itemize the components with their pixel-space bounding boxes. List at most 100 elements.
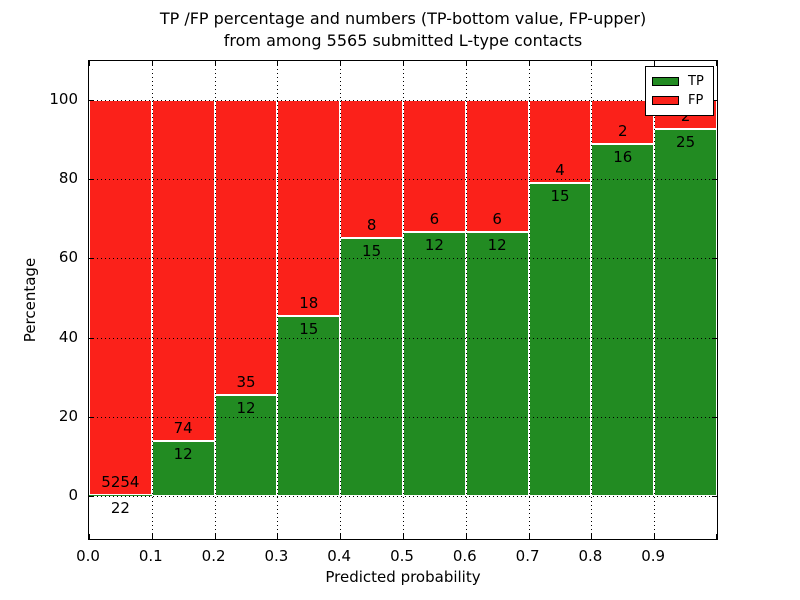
chart-title-line2: from among 5565 submitted L-type contact… <box>223 31 583 50</box>
x-tick-mark <box>340 534 342 539</box>
x-tick-mark <box>277 61 279 66</box>
y-tick-label: 80 <box>58 169 78 188</box>
plot-area: 5254 22 74 12 35 12 18 15 8 15 6 12 6 12 4 15 2 16 2 25 <box>88 60 718 540</box>
bar-segment-fp <box>151 99 215 441</box>
fp-count-label: 35 <box>236 373 256 391</box>
tp-count-label: 15 <box>550 187 570 206</box>
y-tick-label: 0 <box>68 486 78 505</box>
fp-count-label: 2 <box>680 107 691 126</box>
y-tick-mark <box>89 179 94 181</box>
tp-count-label: 12 <box>424 235 444 254</box>
x-tick-mark <box>528 534 530 539</box>
x-tick-mark <box>277 534 279 539</box>
x-tick-label: 0.2 <box>201 547 226 565</box>
y-tick-label: 100 <box>49 89 78 108</box>
x-tick-mark <box>591 61 593 66</box>
y-tick-mark <box>89 337 94 339</box>
y-tick-mark <box>89 258 94 260</box>
tp-count-label: 12 <box>236 399 256 417</box>
fp-count-label: 6 <box>429 209 440 228</box>
y-tick-mark <box>712 179 717 181</box>
horizontal-gridline <box>89 337 717 339</box>
legend: TP FP <box>645 66 714 116</box>
legend-label-tp: TP <box>688 74 704 89</box>
y-tick-mark <box>712 416 717 418</box>
bars-layer <box>89 61 717 539</box>
x-tick-mark <box>591 534 593 539</box>
x-tick-mark <box>151 534 153 539</box>
bar-segment-tp <box>591 143 655 497</box>
tp-count-label: 25 <box>676 133 696 152</box>
tp-count-label: 12 <box>173 444 193 463</box>
y-tick-label: 60 <box>58 248 78 267</box>
vertical-gridline <box>340 61 342 539</box>
horizontal-gridline <box>89 496 717 498</box>
fp-count-label: 74 <box>173 418 193 437</box>
bar-segment-fp <box>591 99 655 144</box>
tp-count-label: 15 <box>299 320 319 339</box>
tick-marks-layer <box>89 61 717 539</box>
bar-segment-fp <box>89 99 152 495</box>
fp-count-label: 4 <box>555 161 565 180</box>
legend-row-fp: FP <box>652 91 707 110</box>
y-tick-mark <box>712 496 717 498</box>
x-tick-mark <box>151 61 153 66</box>
vertical-gridline <box>591 61 593 539</box>
x-tick-label: 0.9 <box>641 547 666 565</box>
x-tick-label: 0.6 <box>452 547 477 565</box>
x-tick-mark <box>654 61 656 66</box>
horizontal-gridline <box>89 179 717 181</box>
legend-label-fp: FP <box>688 93 704 108</box>
vertical-gridline <box>654 61 656 539</box>
bar-segment-tp <box>654 129 717 497</box>
x-tick-label: 0.7 <box>515 547 540 565</box>
y-tick-mark <box>89 496 94 498</box>
vertical-gridline <box>214 61 216 539</box>
horizontal-gridline <box>89 416 717 418</box>
y-tick-label: 20 <box>58 406 78 425</box>
y-tick-mark <box>712 99 717 101</box>
tp-count-label: 12 <box>487 235 507 254</box>
x-tick-label: 0.1 <box>138 547 163 565</box>
y-tick-mark <box>712 258 717 260</box>
fp-swatch-icon <box>652 96 679 105</box>
bar-segment-fp <box>465 99 529 232</box>
tp-swatch-icon <box>652 77 679 86</box>
x-tick-label: 0.4 <box>327 547 352 565</box>
horizontal-gridline <box>89 99 717 101</box>
y-tick-mark <box>89 99 94 101</box>
vertical-gridline <box>277 61 279 539</box>
bar-segment-fp <box>340 99 403 238</box>
y-tick-mark <box>712 337 717 339</box>
vertical-gridline <box>403 61 404 539</box>
x-tick-mark <box>214 534 216 539</box>
horizontal-gridline <box>89 258 717 260</box>
x-tick-mark <box>465 534 467 539</box>
y-tick-label: 40 <box>58 327 78 346</box>
x-tick-mark <box>89 534 90 539</box>
x-tick-label: 0.5 <box>390 547 414 565</box>
fp-count-label: 18 <box>299 294 319 313</box>
vertical-gridline <box>528 61 530 539</box>
x-tick-mark <box>403 534 404 539</box>
bar-segment-tp <box>528 183 592 497</box>
vertical-gridline <box>151 61 153 539</box>
grid-layer <box>89 61 717 539</box>
x-tick-label: 0.0 <box>76 547 100 565</box>
x-tick-mark <box>465 61 467 66</box>
x-axis-label: Predicted probability <box>325 568 481 586</box>
bar-segment-tp <box>89 494 152 497</box>
x-tick-mark <box>654 534 656 539</box>
x-tick-mark <box>403 61 404 66</box>
x-tick-mark <box>716 534 717 539</box>
fp-count-label: 5254 <box>101 472 140 491</box>
bar-segment-tp <box>403 231 466 497</box>
chart-title-line1: TP /FP percentage and numbers (TP-bottom… <box>159 9 647 28</box>
x-tick-mark <box>340 61 342 66</box>
annotations-layer: 5254 22 74 12 35 12 18 15 8 15 6 12 6 12 4 15 2 16 2 25 <box>89 61 717 539</box>
y-tick-mark <box>89 416 94 418</box>
fp-count-label: 8 <box>366 215 377 234</box>
x-tick-label: 0.8 <box>578 547 603 565</box>
x-tick-label: 0.3 <box>264 547 289 565</box>
